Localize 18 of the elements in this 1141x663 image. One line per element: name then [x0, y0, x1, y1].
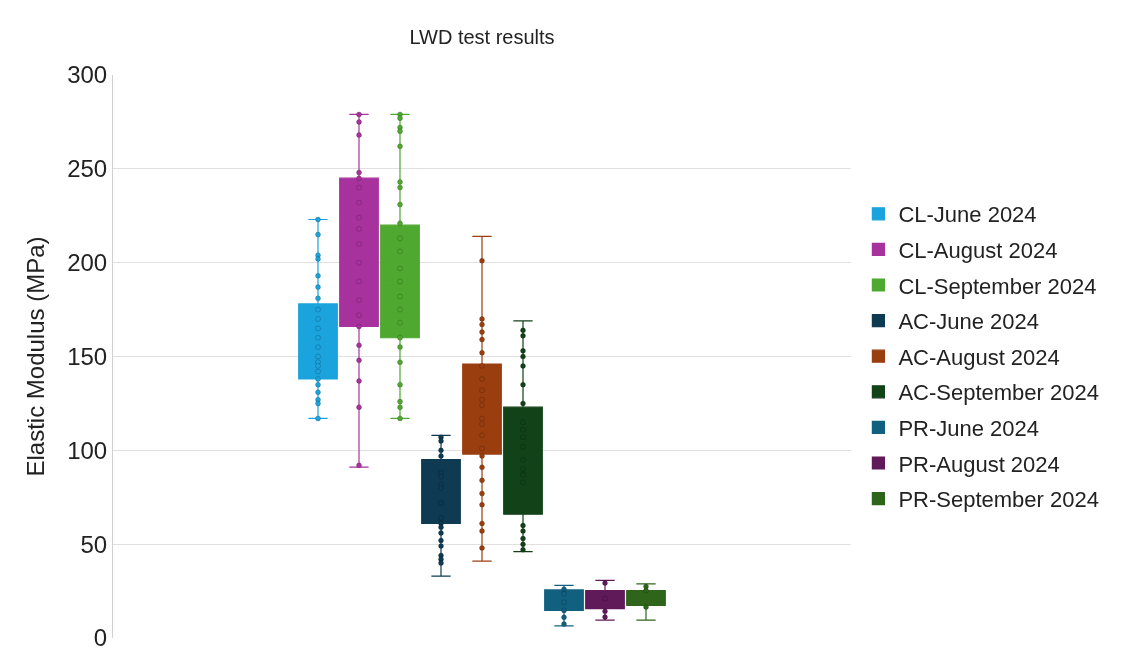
chart-title: LWD test results: [409, 25, 555, 48]
y-tick-label: 150: [67, 342, 108, 370]
legend-label: AC-August 2024: [898, 344, 1060, 370]
y-tick-label: 200: [67, 249, 108, 277]
legend-label: AC-September 2024: [898, 380, 1099, 406]
y-tick-label: 0: [93, 624, 108, 652]
legend-label: CL-June 2024: [898, 202, 1037, 228]
legend-label: PR-August 2024: [898, 451, 1060, 477]
legend-label: CL-August 2024: [898, 237, 1058, 263]
legend-label: CL-September 2024: [898, 273, 1097, 299]
legend-label: PR-June 2024: [898, 415, 1040, 441]
y-tick-label: 300: [67, 61, 108, 89]
y-tick-label: 50: [80, 530, 108, 558]
legend-label: PR-September 2024: [898, 487, 1099, 513]
y-tick-label: 100: [67, 436, 108, 464]
y-tick-label: 250: [67, 155, 108, 183]
legend-label: AC-June 2024: [898, 309, 1040, 335]
y-axis-title: Elastic Modulus (MPa): [22, 236, 50, 477]
